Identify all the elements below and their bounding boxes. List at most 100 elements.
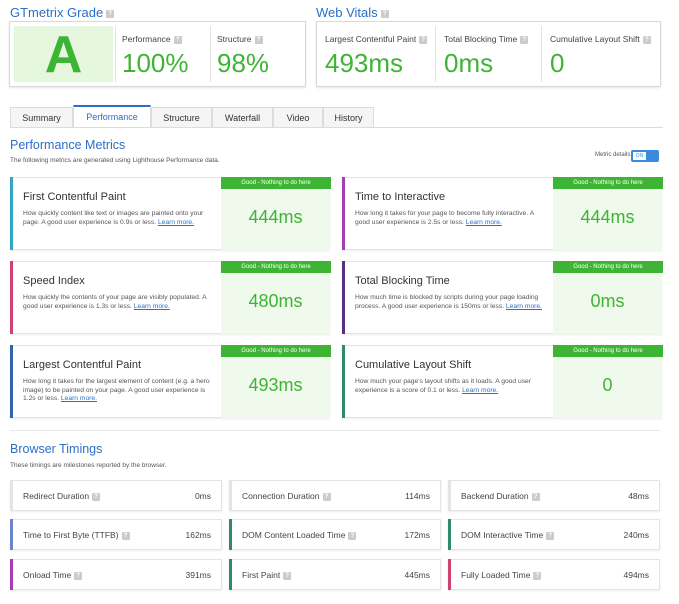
metric-color-bar	[10, 345, 13, 418]
timing-color-bar	[229, 519, 232, 550]
grade-letter: A	[44, 26, 83, 84]
help-icon[interactable]: ?	[348, 531, 357, 540]
help-icon[interactable]: ?	[92, 492, 101, 501]
metric-desc-text: How long it takes for the largest elemen…	[23, 378, 210, 402]
timing-ttfb: Time to First Byte (TTFB)? 162ms	[10, 519, 222, 550]
timing-label: DOM Interactive Time	[461, 530, 544, 540]
metric-color-bar	[342, 261, 345, 334]
metric-description: How much your page's layout shifts as it…	[355, 378, 547, 395]
timing-backend-duration: Backend Duration? 48ms	[448, 480, 660, 511]
timing-color-bar	[448, 559, 451, 590]
learn-more-link[interactable]: Learn more.	[157, 218, 195, 226]
timing-value: 48ms	[628, 491, 649, 501]
vital-cls: Cumulative Layout Shift? 0	[541, 26, 660, 82]
metric-value-box: 493ms	[221, 357, 330, 418]
vital-value: 0ms	[444, 48, 494, 78]
metric-status-badge: Good - Nothing to do here	[221, 345, 331, 357]
help-icon[interactable]: ?	[419, 35, 428, 44]
browser-timings-subtitle: These timings are milestones reported by…	[10, 462, 167, 469]
metric-desc-text: How quickly the contents of your page ar…	[23, 294, 207, 310]
timing-color-bar	[448, 519, 451, 550]
timing-color-bar	[229, 559, 232, 590]
timing-color-bar	[10, 519, 13, 550]
help-icon[interactable]: ?	[121, 531, 130, 540]
learn-more-link[interactable]: Learn more.	[133, 302, 170, 310]
timing-dom-content-loaded: DOM Content Loaded Time? 172ms	[229, 519, 441, 550]
performance-score: Performance? 100%	[115, 26, 210, 82]
timing-onload: Onload Time? 391ms	[10, 559, 222, 590]
help-icon[interactable]: ?	[173, 35, 182, 44]
timing-label: Backend Duration	[461, 491, 529, 501]
metric-value-box: 480ms	[221, 273, 330, 334]
metric-value-box: 0	[553, 357, 662, 418]
learn-more-link[interactable]: Learn more.	[505, 302, 542, 310]
metric-description: How quickly the contents of your page ar…	[23, 294, 215, 311]
metric-value-box: 444ms	[553, 189, 662, 250]
vital-tbt: Total Blocking Time? 0ms	[435, 26, 541, 82]
metric-description: How long it takes for the largest elemen…	[23, 378, 215, 404]
timing-first-paint: First Paint? 445ms	[229, 559, 441, 590]
help-icon[interactable]: ?	[533, 571, 542, 580]
gtmetrix-grade-title: GTmetrix Grade?	[10, 5, 115, 20]
timing-value: 114ms	[405, 491, 430, 501]
tab-divider	[10, 127, 663, 128]
metric-card-fcp: First Contentful Paint How quickly conte…	[10, 177, 331, 250]
metric-title: Total Blocking Time	[355, 275, 450, 287]
timing-label: First Paint	[242, 570, 281, 580]
tab-structure[interactable]: Structure	[151, 107, 212, 128]
grade-panel: A Performance? 100% Structure? 98%	[9, 21, 306, 87]
metric-card-speed-index: Speed Index How quickly the contents of …	[10, 261, 331, 334]
vital-lcp: Largest Contentful Paint? 493ms	[317, 26, 435, 82]
help-icon[interactable]: ?	[520, 35, 529, 44]
help-icon[interactable]: ?	[322, 492, 331, 501]
help-icon[interactable]: ?	[546, 531, 555, 540]
help-icon[interactable]: ?	[254, 35, 263, 44]
help-icon[interactable]: ?	[74, 571, 83, 580]
metric-desc-text: How much your page's layout shifts as it…	[355, 378, 531, 394]
tab-waterfall[interactable]: Waterfall	[212, 107, 273, 128]
learn-more-link[interactable]: Learn more.	[465, 218, 502, 226]
help-icon[interactable]: ?	[531, 492, 540, 501]
vital-label: Cumulative Layout Shift	[550, 34, 640, 44]
performance-value: 100%	[122, 48, 189, 78]
metric-status-badge: Good - Nothing to do here	[553, 345, 663, 357]
timing-color-bar	[10, 559, 13, 590]
metric-value-box: 0ms	[553, 273, 662, 334]
section-divider	[10, 430, 660, 431]
metric-card-tti: Time to Interactive How long it takes fo…	[342, 177, 663, 250]
timing-label: DOM Content Loaded Time	[242, 530, 346, 540]
tab-performance[interactable]: Performance	[73, 105, 151, 127]
metric-description: How quickly content like text or images …	[23, 210, 215, 227]
metric-title: Largest Contentful Paint	[23, 359, 142, 371]
timing-label: Time to First Byte (TTFB)	[23, 530, 119, 540]
learn-more-link[interactable]: Learn more.	[462, 386, 499, 394]
metric-status-badge: Good - Nothing to do here	[221, 261, 331, 273]
help-icon[interactable]: ?	[380, 9, 389, 18]
metric-value: 0	[602, 375, 613, 395]
help-icon[interactable]: ?	[642, 35, 651, 44]
metric-details-toggle[interactable]: ON	[631, 150, 659, 162]
metric-color-bar	[10, 177, 13, 250]
tab-video[interactable]: Video	[273, 107, 323, 128]
metric-title: First Contentful Paint	[23, 191, 126, 203]
timing-value: 494ms	[623, 570, 649, 580]
timing-fully-loaded: Fully Loaded Time? 494ms	[448, 559, 660, 590]
vital-value: 0	[550, 48, 565, 78]
learn-more-link[interactable]: Learn more.	[60, 395, 97, 402]
metric-details-label: Metric details	[595, 152, 631, 158]
web-vitals-title: Web Vitals?	[316, 5, 389, 20]
metric-value: 444ms	[580, 207, 635, 227]
timing-color-bar	[229, 480, 232, 511]
help-icon[interactable]: ?	[283, 571, 292, 580]
tab-summary[interactable]: Summary	[10, 107, 73, 128]
timing-value: 0ms	[194, 491, 211, 501]
structure-label: Structure	[217, 34, 252, 44]
tab-history[interactable]: History	[323, 107, 374, 128]
vital-value: 493ms	[325, 48, 404, 78]
metric-status-badge: Good - Nothing to do here	[553, 177, 663, 189]
timing-label: Fully Loaded Time	[461, 570, 531, 580]
timing-redirect-duration: Redirect Duration? 0ms	[10, 480, 222, 511]
help-icon[interactable]: ?	[106, 9, 115, 18]
timing-label: Redirect Duration	[23, 491, 90, 501]
metric-title: Speed Index	[23, 275, 85, 287]
